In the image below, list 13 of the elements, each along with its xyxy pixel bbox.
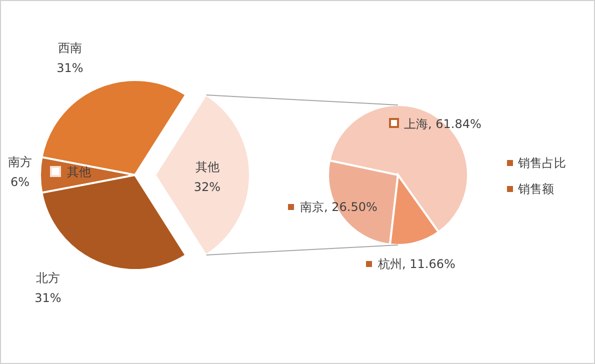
text: 销售额 (517, 182, 554, 196)
data-label: 6% (10, 175, 30, 189)
data-label: 32% (194, 180, 221, 194)
data-label: 31% (34, 291, 62, 305)
slice-label: 其他 (195, 160, 220, 174)
slice-label: 杭州, 11.66% (377, 257, 456, 271)
data-label: 31% (56, 61, 84, 75)
slice-label: 西南 (58, 41, 82, 55)
slice-label: 南方 (8, 155, 32, 169)
text: 销售占比 (517, 156, 566, 170)
text: 其他 (67, 165, 91, 179)
slice-label: 上海, 61.84% (404, 117, 482, 131)
slice-label: 北方 (36, 271, 60, 285)
